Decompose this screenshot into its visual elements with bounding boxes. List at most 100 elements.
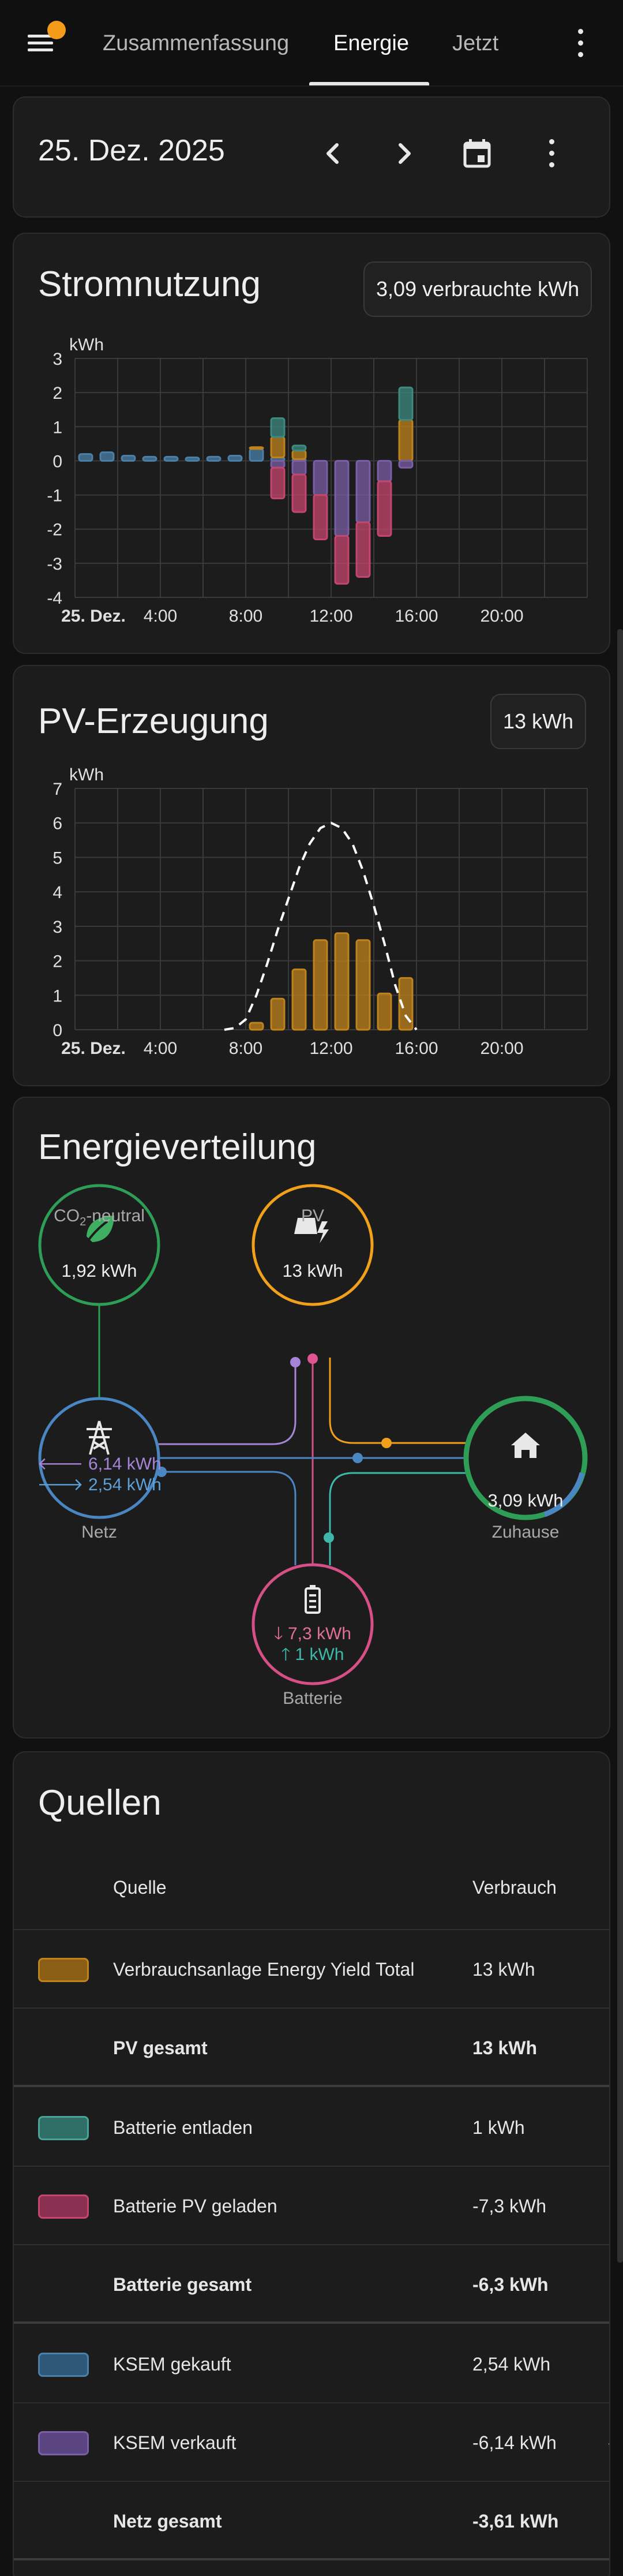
bar <box>334 459 350 537</box>
bar <box>270 997 286 1031</box>
batterie-zuhause-flow <box>329 1472 466 1565</box>
source-value: 1 kWh <box>472 2117 525 2138</box>
pv-node[interactable] <box>252 1184 374 1306</box>
y-tick-label: -2 <box>47 521 62 540</box>
calendar-icon <box>463 139 491 168</box>
source-name: KSEM verkauft <box>113 2432 237 2453</box>
bar <box>398 459 414 469</box>
table-row[interactable]: Verbrauchsanlage Energy Yield Total 13 k… <box>14 1930 609 2009</box>
y-tick-label: 3 <box>52 350 62 369</box>
table-row[interactable]: KSEM gekauft 2,54 kWh ( <box>14 2325 609 2403</box>
chevron-right-icon <box>399 143 411 164</box>
y-tick-label: 5 <box>52 848 62 868</box>
netz-export-value: 🡐 6,14 kWh <box>37 1455 162 1474</box>
table-row-total: Netz gesamt -3,61 kWh <box>14 2482 609 2560</box>
page-scrollbar[interactable] <box>617 629 623 2263</box>
solar-power-icon <box>294 1218 329 1243</box>
netz-import-value: 🡒 2,54 kWh <box>37 1475 162 1494</box>
pv-label: PV <box>301 1206 325 1225</box>
y-axis-label: kWh <box>69 335 104 354</box>
table-row[interactable]: Batterie entladen 1 kWh <box>14 2088 609 2167</box>
bar <box>78 453 93 462</box>
bar <box>398 977 414 1031</box>
y-tick-label: 6 <box>52 814 62 833</box>
batterie-node[interactable] <box>252 1563 374 1685</box>
bar <box>355 939 371 1031</box>
source-value: 13 kWh <box>472 2037 538 2058</box>
pv-value: 13 kWh <box>282 1261 343 1281</box>
bar <box>249 448 264 462</box>
zuhause-grid-share-arc <box>543 1472 585 1517</box>
header-divider <box>14 1929 609 1930</box>
batterie-label: Batterie <box>283 1689 343 1708</box>
source-value: 2,54 kWh <box>472 2354 551 2375</box>
column-header-cut[interactable]: K <box>608 1877 609 1898</box>
consumed-kwh-chip[interactable]: 3,09 verbrauchte kWh <box>363 261 592 317</box>
bar <box>377 992 392 1031</box>
menu-icon-bar <box>28 42 53 44</box>
tab-zusammenfassung[interactable]: Zusammenfassung <box>103 31 290 55</box>
flow-dot <box>290 1357 301 1367</box>
leaf-icon <box>84 1216 114 1246</box>
flow-dot <box>381 1438 392 1448</box>
source-value: -6,3 kWh <box>472 2274 549 2295</box>
zuhause-value: 3,09 kWh <box>487 1490 564 1511</box>
x-tick-label: 25. Dez. <box>61 1039 126 1058</box>
bar <box>334 932 350 1031</box>
stromnutzung-card: Stromnutzung 3,09 verbrauchte kWh 3 2 1 0 -1… <box>13 233 610 654</box>
x-tick-label: 16:00 <box>395 607 438 626</box>
source-name: Netz gesamt <box>113 2511 222 2532</box>
column-header-usage[interactable]: Verbrauch <box>472 1877 557 1898</box>
y-tick-label: 4 <box>52 883 62 902</box>
x-tick-label: 12:00 <box>309 607 352 626</box>
calendar-button[interactable] <box>451 128 503 180</box>
transmission-tower-icon <box>87 1420 112 1455</box>
source-value: -6,14 kWh <box>472 2432 557 2453</box>
bar <box>377 480 392 537</box>
column-header-source[interactable]: Quelle <box>113 1877 167 1898</box>
menu-button[interactable] <box>23 29 58 57</box>
source-name: Batterie entladen <box>113 2117 253 2138</box>
y-tick-label: 3 <box>52 918 62 937</box>
stromnutzung-chart[interactable]: 3 2 1 0 -1 -2 -3 -425. Dez. 4:00 8:00 12:00 16:00 20… <box>14 326 610 649</box>
more-options-button[interactable] <box>563 25 598 60</box>
bar <box>355 521 371 578</box>
flow-dot <box>307 1354 318 1364</box>
menu-icon <box>28 35 53 38</box>
previous-day-button[interactable] <box>307 128 359 180</box>
source-name: KSEM gekauft <box>113 2354 231 2375</box>
co2-value: 1,92 kWh <box>61 1261 137 1281</box>
bar <box>398 386 414 421</box>
date-more-options-button[interactable] <box>534 136 569 170</box>
tab-jetzt[interactable]: Jetzt <box>452 31 499 55</box>
bar <box>99 451 115 462</box>
co2-node[interactable] <box>38 1184 160 1306</box>
notification-badge <box>47 21 66 39</box>
table-row[interactable]: Batterie PV geladen -7,3 kWh <box>14 2167 609 2245</box>
pv-erzeugung-chart[interactable]: 7 6 5 4 3 2 1 025. Dez. 4:00 8:00 12:00 16:00 20:00 k… <box>14 753 610 1086</box>
tab-energie[interactable]: Energie <box>333 31 409 55</box>
source-cost-cut: - <box>608 2432 609 2454</box>
bar <box>291 473 307 513</box>
x-tick-label: 25. Dez. <box>61 607 126 626</box>
netz-node[interactable] <box>38 1397 160 1519</box>
bar <box>185 457 200 462</box>
bar <box>270 459 286 469</box>
zuhause-node[interactable] <box>463 1396 588 1520</box>
bar <box>163 455 179 462</box>
selected-date: 25. Dez. 2025 <box>38 134 225 167</box>
bar <box>142 455 157 462</box>
y-tick-label: 2 <box>52 952 62 971</box>
source-cost-cut: ( <box>608 2354 609 2375</box>
source-value: 13 kWh <box>472 1959 535 1980</box>
flow-dot <box>324 1532 334 1543</box>
bar <box>355 459 371 524</box>
y-tick-label: -3 <box>47 555 62 574</box>
y-tick-label: -4 <box>47 589 62 608</box>
next-day-button[interactable] <box>378 128 430 180</box>
x-tick-label: 20:00 <box>480 1039 523 1058</box>
table-row[interactable]: KSEM verkauft -6,14 kWh - <box>14 2403 609 2482</box>
source-name: Verbrauchsanlage Energy Yield Total <box>113 1959 415 1980</box>
pv-kwh-chip[interactable]: 13 kWh <box>490 694 587 749</box>
bar <box>270 466 286 499</box>
